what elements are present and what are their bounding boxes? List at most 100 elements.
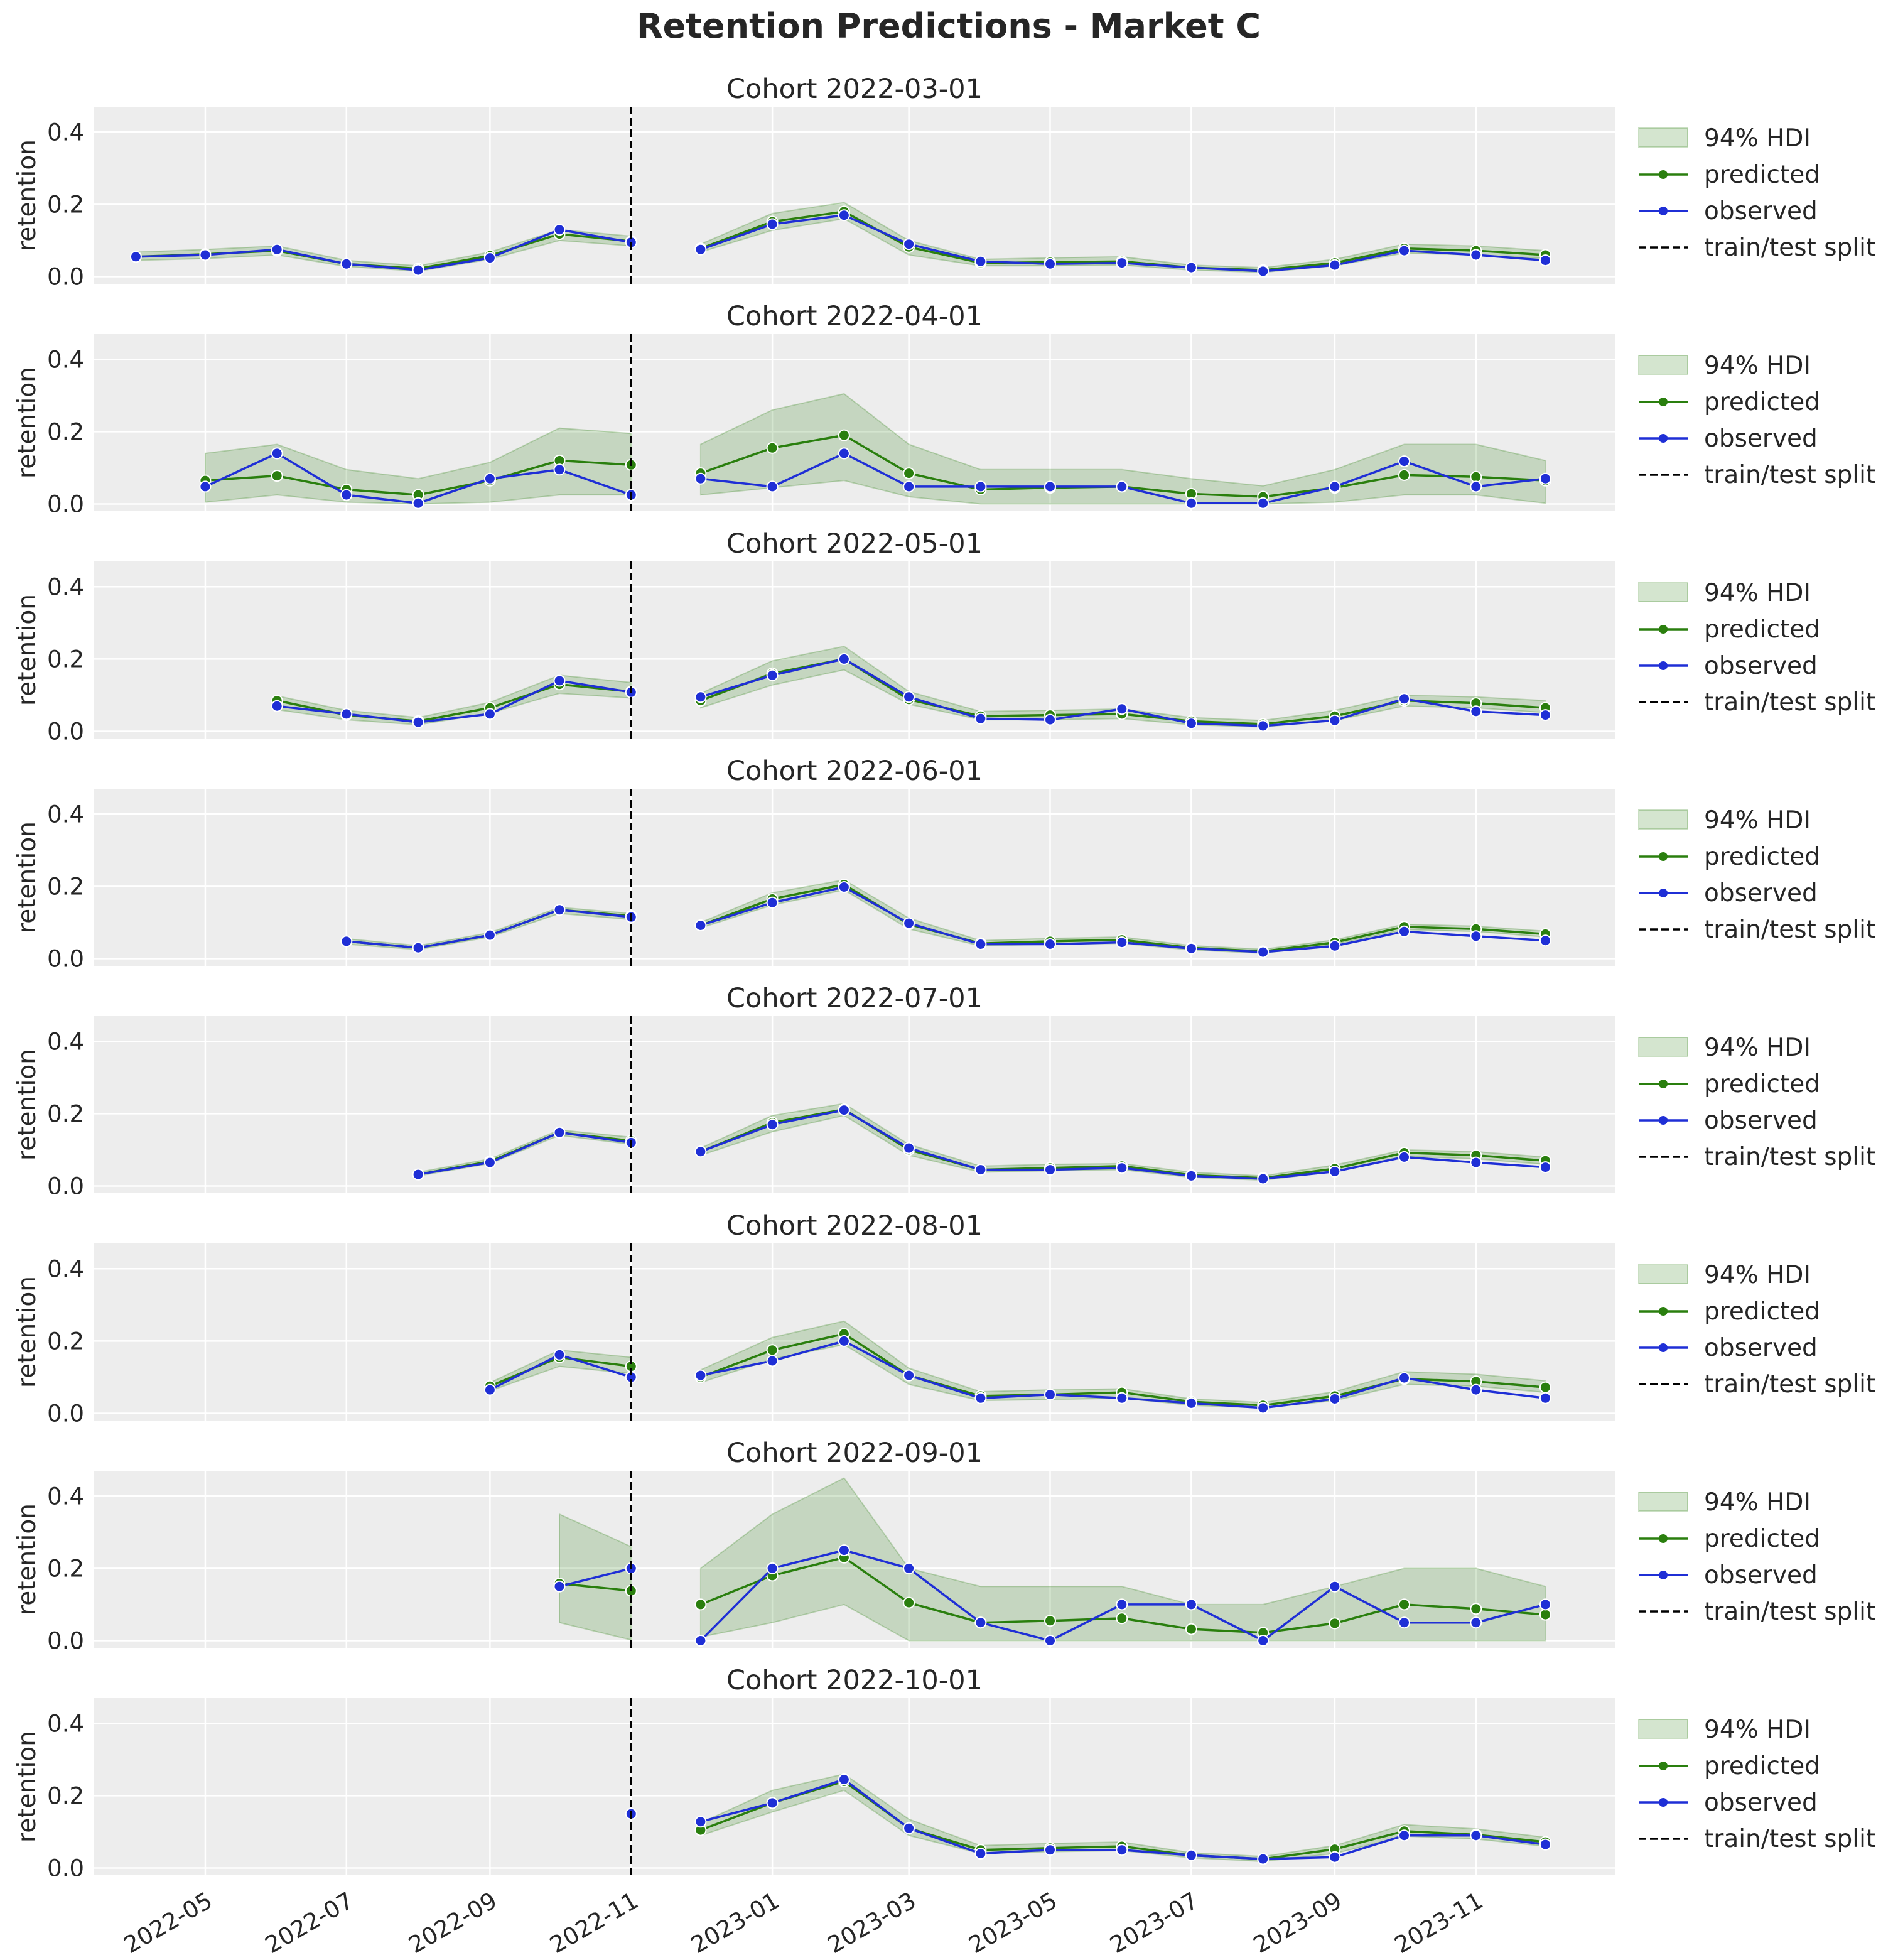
observed-point	[1044, 1844, 1056, 1856]
observed-point	[1044, 938, 1056, 950]
observed-line	[277, 680, 632, 723]
observed-point	[1470, 1829, 1482, 1842]
legend-marker	[1659, 889, 1668, 897]
predicted-point	[766, 1344, 779, 1356]
predicted-point	[1398, 468, 1410, 481]
plot-area	[625, 1773, 1551, 1865]
y-tick-label: 0.0	[47, 490, 84, 517]
observed-point	[1044, 713, 1056, 726]
legend-marker	[1659, 1307, 1668, 1316]
x-tick-label: 2023-07	[1105, 1887, 1202, 1959]
x-tick-label: 2022-09	[404, 1887, 501, 1959]
observed-point	[483, 252, 496, 264]
legend-label: predicted	[1704, 615, 1820, 644]
y-tick-label: 0.0	[47, 1172, 84, 1199]
observed-point	[483, 1156, 496, 1169]
y-tick-label: 0.0	[47, 1854, 84, 1881]
legend-hdi-swatch	[1638, 809, 1688, 830]
predicted-point	[1539, 1608, 1551, 1621]
observed-point	[1185, 1397, 1197, 1409]
panel-2: 0.0 0.2 0.4 Cohort 2022-05-01 retention 94% H…	[13, 528, 1875, 745]
plot-area	[553, 1477, 1551, 1647]
observed-point	[1539, 1838, 1551, 1851]
axes-background	[94, 334, 1615, 511]
legend: 94% HDI predicted observed train/test split	[1638, 124, 1875, 262]
plot-area	[129, 202, 1551, 278]
observed-point	[903, 1822, 915, 1834]
predicted-point	[1044, 1615, 1056, 1627]
legend: 94% HDI predicted observed train/test split	[1638, 1488, 1875, 1626]
observed-point	[1044, 1164, 1056, 1176]
y-tick-label: 0.4	[47, 573, 84, 600]
legend-label: 94% HDI	[1704, 1034, 1811, 1062]
legend-label: 94% HDI	[1704, 1261, 1811, 1289]
observed-point	[1539, 1598, 1551, 1611]
panel-5: 0.0 0.2 0.4 Cohort 2022-08-01 retention 94% H…	[13, 1210, 1875, 1427]
predicted-point	[1470, 1603, 1482, 1615]
observed-point	[974, 938, 987, 950]
y-tick-label: 0.2	[47, 1782, 84, 1809]
observed-point	[483, 472, 496, 485]
observed-point	[766, 896, 779, 909]
panel-title: Cohort 2022-08-01	[726, 1210, 983, 1242]
legend: 94% HDI predicted observed train/test split	[1638, 806, 1875, 944]
observed-point	[1116, 257, 1128, 269]
observed-point	[271, 243, 283, 256]
legend-marker	[1659, 170, 1668, 179]
y-axis-label: retention	[13, 1049, 41, 1161]
y-tick-label: 0.0	[47, 718, 84, 745]
observed-point	[1185, 717, 1197, 730]
y-tick-label: 0.2	[47, 1555, 84, 1582]
observed-point	[838, 1544, 850, 1557]
axes-background	[94, 1471, 1615, 1648]
legend-label: 94% HDI	[1704, 579, 1811, 607]
panel-title: Cohort 2022-05-01	[726, 528, 983, 560]
observed-point	[1185, 1849, 1197, 1861]
observed-point	[1257, 720, 1270, 732]
legend-marker	[1659, 207, 1668, 215]
observed-point	[694, 1145, 707, 1158]
observed-point	[1398, 1372, 1410, 1384]
y-tick-label: 0.4	[47, 346, 84, 373]
legend-marker	[1659, 1762, 1668, 1770]
axes-background	[94, 107, 1615, 284]
observed-point	[838, 447, 850, 460]
observed-point	[694, 919, 707, 931]
legend-marker	[1659, 1343, 1668, 1352]
y-tick-label: 0.4	[47, 1483, 84, 1510]
legend-marker	[1659, 1116, 1668, 1125]
y-tick-label: 0.4	[47, 1028, 84, 1055]
observed-point	[1257, 1402, 1270, 1414]
observed-point	[903, 480, 915, 493]
observed-point	[903, 917, 915, 929]
legend-marker	[1659, 661, 1668, 670]
predicted-line	[559, 1582, 632, 1592]
observed-point	[838, 1773, 850, 1785]
legend-label: train/test split	[1704, 1825, 1875, 1853]
observed-point	[553, 1126, 566, 1139]
figure-title: Retention Predictions - Market C	[637, 6, 1261, 46]
observed-point	[483, 929, 496, 941]
x-tick-label: 2023-01	[686, 1887, 784, 1959]
y-tick-label: 0.2	[47, 1328, 84, 1355]
legend-marker	[1659, 1080, 1668, 1088]
legend-marker	[1659, 625, 1668, 634]
observed-point	[1185, 261, 1197, 274]
observed-point	[483, 1383, 496, 1396]
predicted-point	[1329, 1617, 1341, 1630]
legend-label: observed	[1704, 1789, 1818, 1817]
legend-label: train/test split	[1704, 916, 1875, 944]
y-tick-label: 0.0	[47, 263, 84, 290]
observed-point	[694, 1816, 707, 1828]
observed-point	[271, 447, 283, 460]
observed-point	[1116, 1162, 1128, 1174]
observed-point	[412, 497, 424, 509]
observed-point	[553, 463, 566, 476]
predicted-point	[1398, 1598, 1410, 1611]
observed-point	[694, 1369, 707, 1382]
observed-point	[553, 904, 566, 916]
legend-label: observed	[1704, 879, 1818, 907]
observed-point	[903, 1142, 915, 1154]
panel-1: 0.0 0.2 0.4 Cohort 2022-04-01 retention 94% H…	[13, 301, 1875, 517]
observed-point	[1257, 1635, 1270, 1647]
